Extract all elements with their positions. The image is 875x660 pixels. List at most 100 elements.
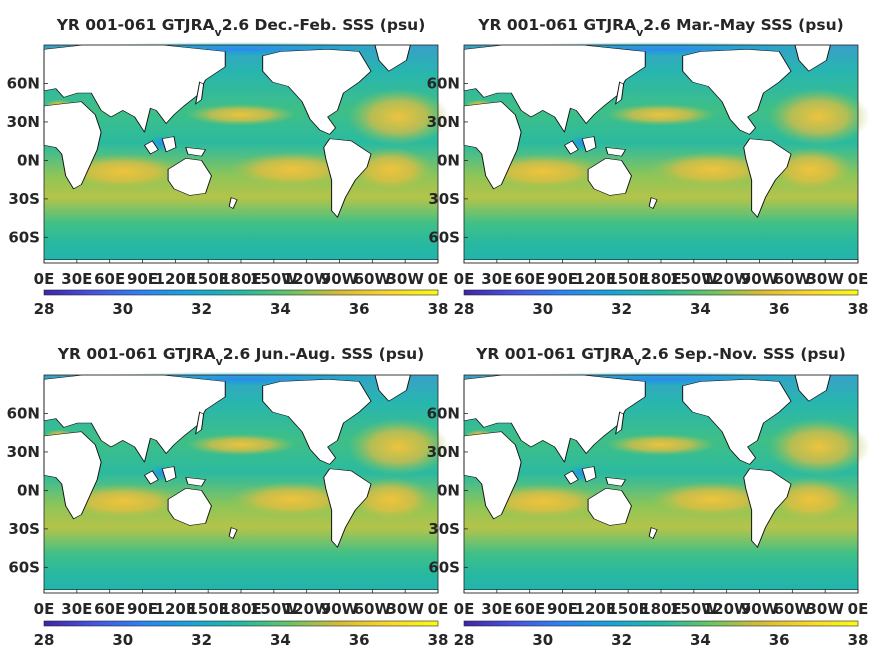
panel-title: YR 001-061 GTJRAv2.6 Jun.-Aug. SSS (psu) — [57, 345, 424, 368]
y-tick-label: 30S — [8, 190, 40, 208]
x-tick-label: 120W — [283, 600, 331, 618]
high-salinity-region — [229, 151, 356, 187]
high-salinity-region — [347, 418, 450, 476]
x-tick-label: 180E — [640, 600, 682, 618]
colorbar-tick-label: 34 — [270, 631, 291, 649]
colorbar-tick-label: 28 — [454, 631, 475, 649]
x-tick-label: 120W — [703, 600, 751, 618]
x-tick-label: 60W — [354, 270, 392, 288]
colorbar: 28 30 32 34 36 38 — [454, 620, 869, 649]
high-salinity-region — [185, 433, 297, 456]
x-tick-label: 120W — [283, 270, 331, 288]
x-tick-label: 0E — [34, 270, 55, 288]
colorbar-tick-label: 34 — [690, 631, 711, 649]
colorbar-tick-label: 38 — [848, 631, 869, 649]
x-tick-label: 180E — [220, 600, 262, 618]
x-tick-label: 30E — [61, 600, 92, 618]
y-tick-label: 60N — [427, 404, 460, 422]
colorbar-tick-label: 34 — [690, 300, 711, 318]
x-tick-label: 90E — [127, 270, 158, 288]
colorbar-tick-label: 38 — [428, 300, 449, 318]
y-tick-label: 60S — [428, 558, 460, 576]
x-tick-label: 60E — [514, 270, 545, 288]
y-tick-label: 60N — [7, 404, 40, 422]
colorbar-scale — [463, 620, 859, 627]
x-tick-label: 90W — [321, 600, 359, 618]
x-tick-label: 180E — [220, 270, 262, 288]
x-tick-label: 150W — [670, 600, 718, 618]
x-tick-label: 30E — [481, 270, 512, 288]
x-tick-label: 90W — [321, 270, 359, 288]
y-tick-label: 0N — [17, 151, 40, 169]
high-salinity-region — [767, 418, 870, 476]
x-tick-label: 0E — [454, 600, 475, 618]
x-tick-label: 90W — [741, 600, 779, 618]
x-tick-label: 120E — [575, 270, 617, 288]
y-tick-label: 60S — [8, 558, 40, 576]
x-tick-label: 150W — [670, 270, 718, 288]
x-tick-label: 90W — [741, 270, 779, 288]
y-tick-label: 60S — [8, 228, 40, 246]
y-tick-label: 30N — [427, 443, 460, 461]
x-tick-label: 30W — [806, 600, 844, 618]
y-tick-label: 30S — [428, 190, 460, 208]
colorbar-tick-label: 36 — [349, 300, 370, 318]
colorbar: 28 30 32 34 36 38 — [34, 289, 449, 318]
high-salinity-region — [767, 88, 870, 146]
x-tick-label: 120E — [575, 600, 617, 618]
x-tick-label: 30W — [386, 270, 424, 288]
x-tick-label: 150E — [187, 270, 229, 288]
high-salinity-region — [649, 481, 776, 517]
x-tick-label: 90E — [547, 600, 578, 618]
y-tick-label: 30S — [8, 520, 40, 538]
colorbar-tick-label: 34 — [270, 300, 291, 318]
y-tick-label: 30N — [7, 443, 40, 461]
x-tick-label: 60W — [774, 270, 812, 288]
colorbar: 28 30 32 34 36 38 — [454, 289, 869, 318]
colorbar-tick-label: 32 — [191, 300, 212, 318]
map-panel-2: YR 001-061 GTJRAv2.6 Mar.-May SSS (psu) 6… — [427, 16, 870, 318]
y-tick-label: 30N — [7, 113, 40, 131]
colorbar-scale — [463, 289, 859, 296]
y-tick-label: 60S — [428, 228, 460, 246]
x-tick-label: 30W — [806, 270, 844, 288]
x-tick-label: 90E — [127, 600, 158, 618]
x-tick-label: 0E — [848, 600, 869, 618]
x-tick-label: 120W — [703, 270, 751, 288]
x-tick-label: 0E — [454, 270, 475, 288]
map-panel-3: YR 001-061 GTJRAv2.6 Jun.-Aug. SSS (psu)… — [7, 345, 450, 649]
x-tick-label: 90E — [547, 270, 578, 288]
high-salinity-region — [605, 433, 717, 456]
x-tick-label: 60E — [94, 600, 125, 618]
colorbar-tick-label: 28 — [454, 300, 475, 318]
colorbar-tick-label: 28 — [34, 300, 55, 318]
colorbar-tick-label: 36 — [349, 631, 370, 649]
x-tick-label: 60E — [94, 270, 125, 288]
high-salinity-region — [347, 88, 450, 146]
x-tick-label: 0E — [34, 600, 55, 618]
colorbar-tick-label: 28 — [34, 631, 55, 649]
high-salinity-region — [229, 481, 356, 517]
x-tick-label: 60E — [514, 600, 545, 618]
colorbar-tick-label: 36 — [769, 631, 790, 649]
map-panel-1: YR 001-061 GTJRAv2.6 Dec.-Feb. SSS (psu)… — [7, 16, 450, 318]
colorbar-scale — [43, 289, 439, 296]
x-tick-label: 180E — [640, 270, 682, 288]
colorbar-tick-label: 38 — [848, 300, 869, 318]
x-tick-label: 120E — [155, 600, 197, 618]
y-tick-label: 30N — [427, 113, 460, 131]
map-panel-4: YR 001-061 GTJRAv2.6 Sep.-Nov. SSS (psu)… — [427, 345, 870, 649]
colorbar-tick-label: 38 — [428, 631, 449, 649]
x-tick-label: 120E — [155, 270, 197, 288]
colorbar-tick-label: 32 — [611, 300, 632, 318]
x-tick-label: 150E — [607, 270, 649, 288]
y-tick-label: 0N — [437, 481, 460, 499]
x-tick-label: 0E — [428, 600, 449, 618]
colorbar-tick-label: 30 — [112, 300, 133, 318]
colorbar-tick-label: 30 — [112, 631, 133, 649]
y-tick-label: 30S — [428, 520, 460, 538]
colorbar-tick-label: 36 — [769, 300, 790, 318]
y-tick-label: 0N — [17, 481, 40, 499]
colorbar-scale — [43, 620, 439, 627]
